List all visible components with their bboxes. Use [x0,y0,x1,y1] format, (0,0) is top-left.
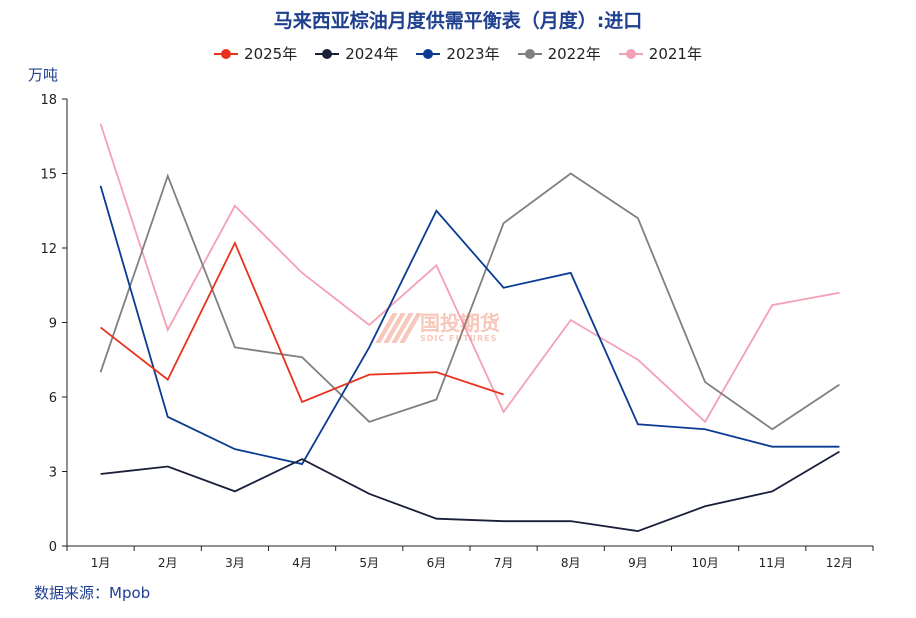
watermark-text-en: SDIC FUTURES [420,334,498,343]
legend-item: 2024年 [315,43,398,64]
y-tick-label: 0 [49,540,57,555]
x-tick-label: 6月 [427,556,447,570]
legend-label: 2022年 [547,45,601,63]
legend-marker-icon [517,48,542,59]
y-axis-unit: 万吨 [28,66,59,84]
legend-marker-icon [214,48,239,59]
chart-legend: 2025年 2024年 2023年 2022年 2021年 [0,43,916,64]
x-tick-label: 7月 [494,556,514,570]
watermark-text-cn: 国投期货 [420,311,500,335]
legend-item: 2025年 [214,43,297,64]
watermark-logo-icon [375,312,422,343]
x-tick-label: 8月 [561,556,581,570]
y-tick-label: 18 [40,93,57,108]
y-tick-label: 9 [49,317,57,332]
x-tick-label: 11月 [759,556,786,570]
x-tick-label: 12月 [826,556,853,570]
legend-item: 2023年 [416,43,500,64]
sdic-futures-watermark: 国投期货 SDIC FUTURES [375,311,500,343]
y-tick-label: 12 [40,242,57,257]
series-line-2024年 [100,450,840,533]
legend-label: 2025年 [244,45,298,63]
x-tick-label: 3月 [225,556,245,570]
data-source-note: 数据来源：Mpob [34,584,151,602]
legend-item: 2021年 [618,43,702,64]
series-line-2025年 [100,240,504,404]
y-tick-label: 3 [49,466,57,481]
x-tick-label: 4月 [292,556,312,570]
legend-marker-icon [618,48,643,59]
x-tick-label: 5月 [359,556,379,570]
y-tick-label: 15 [40,168,57,183]
legend-label: 2023年 [446,45,500,63]
legend-label: 2024年 [345,45,399,63]
legend-item: 2022年 [517,43,601,64]
x-tick-label: 9月 [628,556,648,570]
y-tick-label: 6 [49,391,57,406]
legend-marker-icon [315,48,340,59]
legend-label: 2021年 [648,45,702,63]
series-line-2021年 [99,123,840,424]
x-tick-label: 10月 [691,556,718,570]
chart-title: 马来西亚棕油月度供需平衡表（月度）:进口 [273,10,643,32]
x-tick-label: 1月 [91,556,111,570]
legend-marker-icon [416,48,441,59]
x-tick-label: 2月 [158,556,178,570]
series-line-2023年 [99,185,840,466]
series-line-2022年 [99,172,840,431]
